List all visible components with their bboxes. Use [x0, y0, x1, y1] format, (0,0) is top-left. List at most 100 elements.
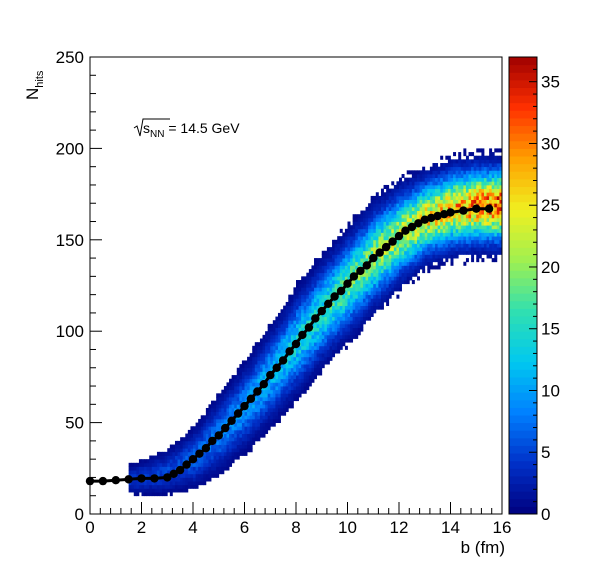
heatmap-cell [373, 239, 377, 244]
heatmap-cell [229, 459, 233, 464]
heatmap-cell [344, 331, 348, 336]
heatmap-cell [399, 181, 402, 186]
colorbar-tick-label: 5 [541, 443, 550, 462]
heatmap-cell [321, 301, 325, 307]
heatmap-cell [298, 349, 302, 354]
sqrt-sign-icon [133, 118, 170, 137]
heatmap-cell [172, 459, 176, 464]
heatmap-cell [491, 258, 495, 263]
heatmap-cell [471, 247, 475, 252]
heatmap-cell [216, 462, 220, 467]
heatmap-cell [306, 356, 310, 361]
heatmap-cell [393, 254, 397, 259]
heatmap-cell [471, 173, 475, 179]
heatmap-cell [290, 294, 294, 299]
heatmap-cell [337, 331, 341, 336]
heatmap-cell [254, 353, 258, 358]
heatmap-cell [311, 298, 315, 303]
heatmap-cell [254, 397, 258, 402]
heatmap-cell [234, 422, 238, 427]
heatmap-cell [234, 440, 238, 445]
heatmap-cell [314, 327, 317, 332]
heatmap-cell [391, 269, 395, 274]
heatmap-cell [478, 228, 482, 233]
heatmap-cell [241, 440, 245, 445]
heatmap-cell [298, 327, 302, 332]
heatmap-cell [290, 393, 294, 398]
heatmap-cell [383, 294, 387, 299]
heatmap-cell [375, 236, 379, 241]
heatmap-cell [378, 269, 382, 274]
heatmap-cell [375, 287, 379, 292]
heatmap-cell [414, 170, 418, 175]
heatmap-cell [229, 382, 233, 387]
heatmap-cell [247, 448, 251, 453]
heatmap-cell [378, 236, 382, 241]
heatmap-cell [440, 239, 444, 244]
heatmap-cell [450, 250, 454, 255]
heatmap-cell [339, 254, 343, 259]
heatmap-cell [473, 188, 477, 193]
heatmap-cell [473, 214, 477, 219]
heatmap-cell [373, 206, 377, 211]
heatmap-cell [319, 353, 323, 358]
heatmap-cell [494, 221, 498, 226]
heatmap-cell [486, 250, 490, 255]
heatmap-cell [422, 199, 426, 204]
heatmap-cell [177, 459, 181, 464]
heatmap-cell [236, 378, 240, 383]
heatmap-cell [465, 239, 469, 244]
heatmap-cell [417, 210, 420, 215]
heatmap-cell [481, 228, 485, 233]
heatmap-cell [208, 407, 212, 413]
heatmap-cell [347, 232, 351, 237]
heatmap-cell [339, 261, 343, 266]
heatmap-cell [409, 254, 413, 259]
heatmap-cell [458, 225, 462, 230]
heatmap-cell [332, 338, 336, 343]
heatmap-cell [272, 382, 276, 387]
heatmap-cell [277, 389, 281, 394]
heatmap-cell [350, 294, 354, 299]
heatmap-cell [473, 199, 477, 204]
heatmap-cell [386, 301, 390, 307]
heatmap-cell [329, 353, 333, 358]
heatmap-cell [319, 345, 323, 350]
colorbar-segment [509, 437, 537, 446]
heatmap-cell [265, 345, 269, 350]
heatmap-cell [311, 338, 315, 343]
heatmap-cell [447, 221, 451, 226]
heatmap-cell [272, 393, 276, 398]
heatmap-cell [378, 228, 382, 233]
heatmap-cell [378, 225, 382, 230]
heatmap-cell [496, 173, 500, 179]
heatmap-cell [499, 155, 503, 160]
heatmap-cell [375, 258, 379, 263]
heatmap-cell [311, 287, 315, 292]
heatmap-cell [252, 349, 256, 354]
heatmap-cell [429, 210, 433, 215]
heatmap-cell [370, 239, 374, 244]
heatmap-cell [355, 258, 359, 263]
heatmap-cell [406, 254, 410, 259]
heatmap-cells [128, 148, 503, 497]
heatmap-cell [375, 276, 379, 281]
heatmap-cell [203, 437, 207, 442]
heatmap-cell [334, 254, 338, 259]
heatmap-cell [146, 459, 150, 464]
heatmap-cell [280, 345, 284, 350]
heatmap-cell [435, 199, 439, 204]
heatmap-cell [314, 287, 317, 292]
heatmap-cell [471, 217, 475, 222]
heatmap-cell [393, 192, 397, 197]
heatmap-cell [486, 239, 490, 244]
colorbar-segment [509, 430, 537, 439]
x-tick-label: 10 [338, 518, 357, 537]
heatmap-cell [481, 250, 485, 255]
heatmap-cell [445, 221, 449, 226]
heatmap-cell [164, 466, 168, 471]
heatmap-cell [344, 258, 348, 263]
heatmap-cell [337, 280, 341, 285]
heatmap-cell [383, 269, 387, 274]
heatmap-cell [339, 342, 343, 347]
